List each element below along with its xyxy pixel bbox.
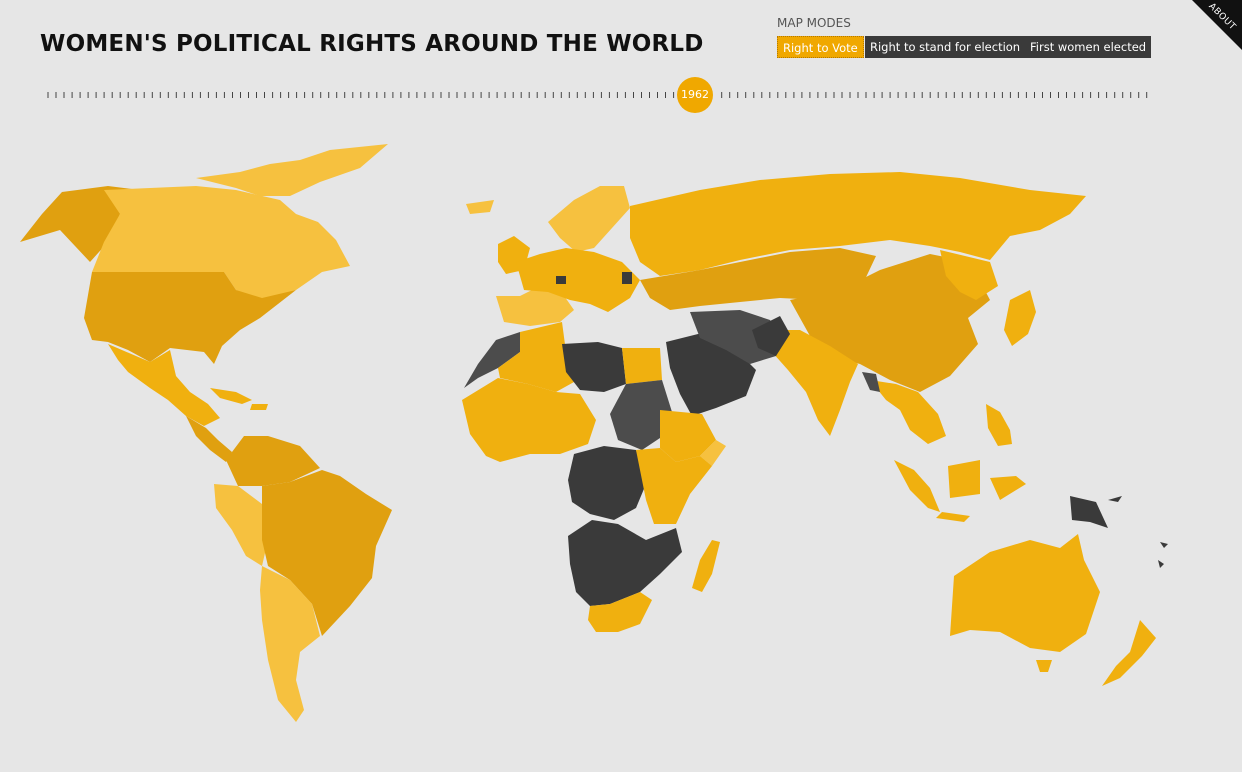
region-southern-africa-dark[interactable] <box>568 520 682 606</box>
region-australia[interactable] <box>950 534 1100 652</box>
region-brazil[interactable] <box>262 470 392 636</box>
region-canada[interactable] <box>92 186 350 300</box>
region-argentina-chile[interactable] <box>260 566 320 722</box>
region-central-america[interactable] <box>186 416 232 462</box>
region-scandinavia[interactable] <box>548 186 630 252</box>
region-burma-dark[interactable] <box>862 372 880 392</box>
region-west-africa[interactable] <box>462 378 596 462</box>
region-libya[interactable] <box>562 342 626 392</box>
region-png[interactable] <box>1070 496 1108 528</box>
region-ethiopia[interactable] <box>660 410 716 462</box>
region-usa[interactable] <box>84 272 296 364</box>
region-peru[interactable] <box>214 484 268 566</box>
region-russia[interactable] <box>630 172 1086 276</box>
region-europe-dark[interactable] <box>556 272 632 284</box>
region-europe[interactable] <box>516 248 640 312</box>
about-corner-button[interactable] <box>1192 0 1242 50</box>
region-mexico[interactable] <box>108 344 220 426</box>
region-southeast-asia[interactable] <box>870 380 946 444</box>
mode-right-to-stand-button[interactable]: Right to stand for election <box>865 36 1026 58</box>
region-japan[interactable] <box>1004 290 1036 346</box>
region-central-asia[interactable] <box>640 248 876 310</box>
region-colombia-venezuela[interactable] <box>226 436 320 486</box>
region-madagascar[interactable] <box>692 540 720 592</box>
timeline-ticks <box>47 92 1148 98</box>
region-iran[interactable] <box>690 310 782 364</box>
region-india[interactable] <box>750 330 858 436</box>
region-pacific-islands[interactable] <box>1108 496 1168 568</box>
region-indonesia[interactable] <box>894 460 1026 522</box>
region-sudan[interactable] <box>610 380 672 450</box>
region-greenland <box>466 200 494 214</box>
region-new-zealand[interactable] <box>1102 620 1156 686</box>
region-southern-africa[interactable] <box>588 592 652 632</box>
year-handle[interactable]: 1962 <box>677 77 713 113</box>
region-caribbean[interactable] <box>210 388 268 410</box>
region-canada-islands[interactable] <box>196 144 388 196</box>
region-somalia[interactable] <box>700 440 726 466</box>
mode-first-women-elected-button[interactable]: First women elected <box>1025 36 1152 58</box>
region-philippines[interactable] <box>986 404 1012 446</box>
region-north-africa-west[interactable] <box>464 332 520 388</box>
region-tasmania[interactable] <box>1036 660 1052 672</box>
region-egypt[interactable] <box>622 348 662 384</box>
region-central-africa[interactable] <box>568 446 646 520</box>
region-alaska[interactable] <box>20 186 140 262</box>
map-modes-label: MAP MODES <box>777 16 851 30</box>
region-western-europe[interactable] <box>496 286 574 326</box>
page-title: WOMEN'S POLITICAL RIGHTS AROUND THE WORL… <box>40 31 704 57</box>
region-mongolia-korea[interactable] <box>940 250 998 300</box>
timeline-track[interactable] <box>44 78 1156 114</box>
region-afghanistan[interactable] <box>752 316 790 356</box>
mode-right-to-vote-button[interactable]: Right to Vote <box>777 36 864 58</box>
region-east-africa[interactable] <box>636 448 712 524</box>
region-algeria[interactable] <box>498 322 574 392</box>
